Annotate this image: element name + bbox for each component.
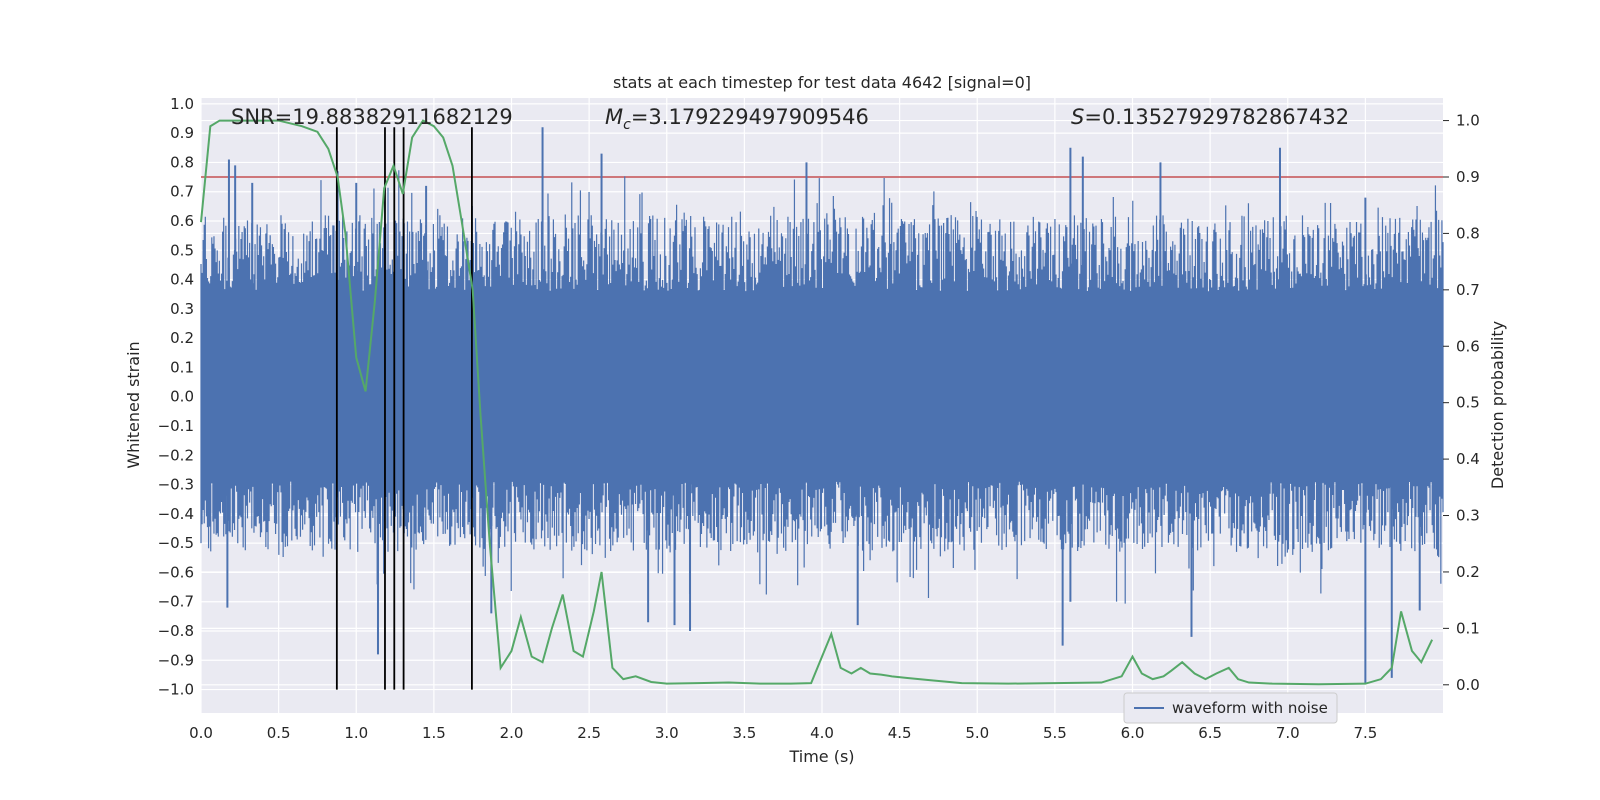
- x-tick-label: 7.0: [1276, 724, 1300, 742]
- probability-line: [200, 119, 1434, 686]
- x-tick-label: 4.0: [810, 724, 834, 742]
- x-tick-label: 3.0: [655, 724, 679, 742]
- x-tick-label: 5.0: [965, 724, 989, 742]
- y-left-tick-label: 0.0: [170, 388, 194, 406]
- y-left-tick-label: −0.7: [158, 593, 194, 611]
- x-tick-label: 1.5: [422, 724, 446, 742]
- y-right-tick-label: 0.9: [1456, 168, 1480, 186]
- x-tick-label: 2.0: [500, 724, 524, 742]
- y-right-tick-label: 0.8: [1456, 224, 1480, 242]
- y-left-tick-label: −0.2: [158, 446, 194, 464]
- snr-annotation: SNR=19.88382911682129: [231, 105, 513, 129]
- x-tick-label: 2.5: [577, 724, 601, 742]
- y-axis-left-label: Whitened strain: [124, 341, 143, 468]
- x-tick-label: 4.5: [888, 724, 912, 742]
- y-left-tick-label: 0.6: [170, 212, 194, 230]
- x-tick-label: 1.0: [344, 724, 368, 742]
- chirp-mass-annotation: Mc=3.179229497909546: [605, 105, 869, 133]
- y-axis-right-label: Detection probability: [1488, 321, 1507, 489]
- y-left-tick-label: 0.2: [170, 329, 194, 347]
- y-left-tick-label: 0.7: [170, 183, 194, 201]
- y-left-tick-label: 1.0: [170, 95, 194, 113]
- y-left-tick-label: 0.8: [170, 153, 194, 171]
- x-tick-label: 0.5: [267, 724, 291, 742]
- y-right-tick-label: 0.3: [1456, 507, 1480, 525]
- waveform-series: [200, 127, 1444, 684]
- y-left-tick-label: 0.3: [170, 300, 194, 318]
- y-right-tick-label: 0.1: [1456, 619, 1480, 637]
- y-right-tick-label: 0.5: [1456, 394, 1480, 412]
- x-tick-label: 7.5: [1353, 724, 1377, 742]
- y-left-tick-label: −0.8: [158, 622, 194, 640]
- y-left-tick-label: 0.5: [170, 241, 194, 259]
- y-left-tick-label: −0.4: [158, 505, 194, 523]
- y-left-tick-label: −0.5: [158, 534, 194, 552]
- x-tick-label: 3.5: [732, 724, 756, 742]
- y-right-tick-label: 0.7: [1456, 281, 1480, 299]
- y-right-tick-label: 0.0: [1456, 676, 1480, 694]
- y-left-tick-label: −1.0: [158, 681, 194, 699]
- y-left-ticks: −1.0 −0.9 −0.8 −0.7 −0.6 −0.5 −0.4 −0.3 −0.2 −0.1…: [158, 95, 194, 699]
- y-right-tick-label: 1.0: [1456, 112, 1480, 130]
- y-left-tick-label: 0.4: [170, 271, 194, 289]
- y-left-tick-label: −0.3: [158, 476, 194, 494]
- s-annotation: S=0.13527929782867432: [1071, 105, 1349, 129]
- y-left-tick-label: 0.9: [170, 124, 194, 142]
- legend-box: [1123, 692, 1338, 724]
- y-left-tick-label: −0.9: [158, 651, 194, 669]
- legend-waveform-label: waveform with noise: [1172, 699, 1328, 717]
- x-tick-label: 6.5: [1198, 724, 1222, 742]
- y-left-tick-label: 0.1: [170, 358, 194, 376]
- x-tick-label: 0.0: [189, 724, 213, 742]
- chart-title: stats at each timestep for test data 464…: [613, 73, 1031, 92]
- y-left-tick-label: −0.6: [158, 563, 194, 581]
- y-right-tick-label: 0.4: [1456, 450, 1480, 468]
- x-ticks: 0.0 0.5 1.0 1.5 2.0 2.5 3.0 3.5 4.0 4.5 5.0 5.5 6.0 6…: [189, 724, 1377, 742]
- probability-series: [200, 119, 1434, 686]
- vertical-markers: [335, 127, 473, 690]
- y-right-tick-label: 0.2: [1456, 563, 1480, 581]
- y-left-tick-label: −0.1: [158, 417, 194, 435]
- x-tick-label: 6.0: [1121, 724, 1145, 742]
- x-tick-label: 5.5: [1043, 724, 1067, 742]
- legend: waveform with noise: [1123, 692, 1338, 724]
- x-axis-label: Time (s): [788, 747, 854, 766]
- y-right-ticks: 0.0 0.1 0.2 0.3 0.4 0.5 0.6 0.7 0.8 0.9 1.0: [1443, 112, 1480, 694]
- y-right-tick-label: 0.6: [1456, 337, 1480, 355]
